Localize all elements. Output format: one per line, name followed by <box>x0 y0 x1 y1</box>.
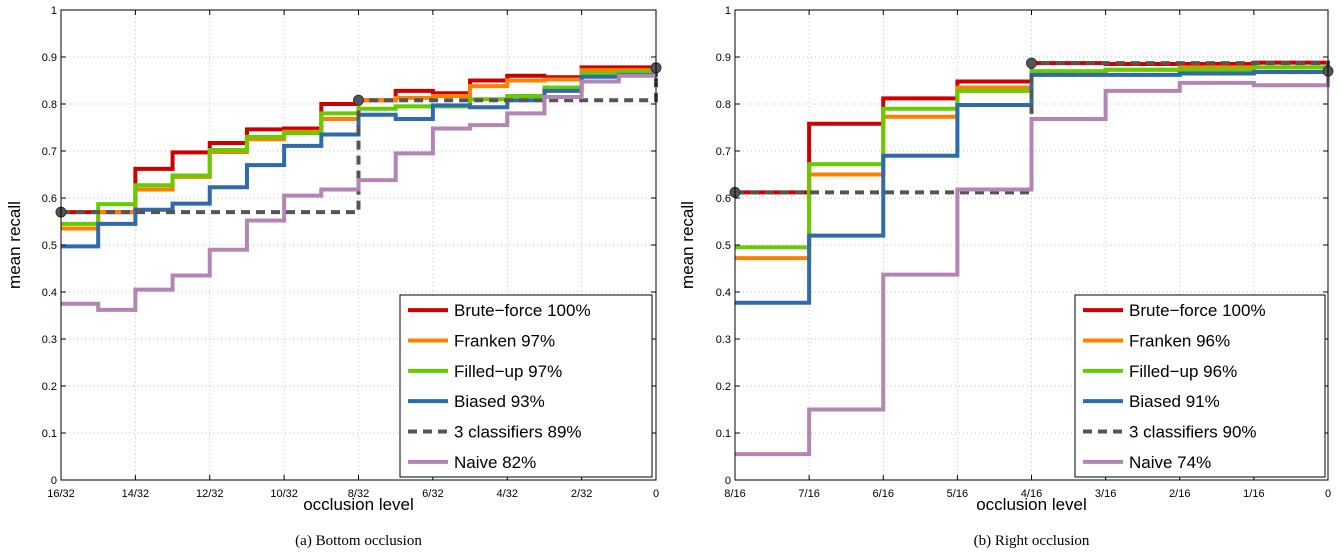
legend-box <box>1074 294 1326 478</box>
x-tick-label: 5/16 <box>947 488 968 500</box>
y-tick-label: 0 <box>51 475 57 487</box>
series-line-5 <box>61 73 656 312</box>
series-group <box>61 65 658 312</box>
legend: Brute−force 100% Franken 97% Filled−up 97%… <box>399 294 653 478</box>
x-tick-label: 0 <box>1325 488 1331 500</box>
legend-label: Brute−force 100% <box>454 301 591 320</box>
legend-label: Franken 96% <box>1129 332 1230 351</box>
x-tick-label: 10/32 <box>270 488 298 500</box>
y-tick-label: 0.7 <box>42 146 57 158</box>
figure-caption: (a) Bottom occlusion <box>295 533 422 549</box>
x-tick-label: 16/32 <box>47 488 75 500</box>
legend-label: Biased 91% <box>1129 392 1220 411</box>
legend-label: Naive 74% <box>1129 453 1211 472</box>
x-tick-label: 8/32 <box>348 488 369 500</box>
y-tick-label: 0.3 <box>716 334 731 346</box>
legend-label: Filled−up 97% <box>454 362 562 381</box>
chart-bottom-occlusion: 0 0.1 0.2 0.3 0.4 0.5 0.6 0.7 0.8 0.9 1 16/32 14/32 1… <box>5 5 662 549</box>
series-line-5 <box>735 71 1330 457</box>
y-tick-label: 0.2 <box>716 381 731 393</box>
y-axis-title: mean recall <box>678 201 697 289</box>
y-axis-title: mean recall <box>5 201 24 289</box>
legend-label: Franken 97% <box>454 332 555 351</box>
y-tick-label: 0.9 <box>716 52 731 64</box>
y-tick-label: 0.4 <box>716 287 731 299</box>
y-tick-label: 0.4 <box>42 287 57 299</box>
x-tick-label: 7/16 <box>798 488 819 500</box>
x-tick-label: 0 <box>653 488 659 500</box>
x-axis-title: occlusion level <box>976 495 1087 514</box>
x-tick-label: 2/16 <box>1169 488 1190 500</box>
x-tick-label: 2/32 <box>571 488 592 500</box>
figure-caption: (b) Right occlusion <box>974 533 1090 549</box>
x-tick-label: 6/16 <box>873 488 894 500</box>
x-tick-label: 3/16 <box>1095 488 1116 500</box>
legend-label: 3 classifiers 89% <box>454 423 582 442</box>
y-tick-label: 0.7 <box>716 146 731 158</box>
x-tick-label: 4/16 <box>1021 488 1042 500</box>
y-tick-label: 1 <box>51 5 57 17</box>
y-tick-label: 0.1 <box>716 428 731 440</box>
x-axis-title: occlusion level <box>303 495 414 514</box>
legend-label: Brute−force 100% <box>1129 301 1266 320</box>
x-tick-label: 1/16 <box>1243 488 1264 500</box>
x-tick-label: 8/16 <box>724 488 745 500</box>
y-tick-label: 1 <box>725 5 731 17</box>
legend-label: 3 classifiers 90% <box>1129 423 1257 442</box>
y-tick-label: 0.5 <box>716 240 731 252</box>
marker-point <box>1026 57 1037 69</box>
legend-label: Biased 93% <box>454 392 545 411</box>
x-tick-label: 6/32 <box>422 488 443 500</box>
y-tick-label: 0 <box>725 475 731 487</box>
series-group <box>735 60 1330 457</box>
legend-box <box>399 294 653 478</box>
legend-label: Filled−up 96% <box>1129 362 1237 381</box>
legend-label: Naive 82% <box>454 453 536 472</box>
chart-right-occlusion: 0 0.1 0.2 0.3 0.4 0.5 0.6 0.7 0.8 0.9 1 8/16 7/16 6/1… <box>678 5 1334 549</box>
legend: Brute−force 100% Franken 96% Filled−up 96%… <box>1074 294 1326 478</box>
y-tick-label: 0.6 <box>716 193 731 205</box>
x-tick-label: 12/32 <box>196 488 224 500</box>
x-tick-label: 4/32 <box>497 488 518 500</box>
y-tick-label: 0.1 <box>42 428 57 440</box>
marker-point <box>353 94 364 106</box>
y-tick-label: 0.2 <box>42 381 57 393</box>
y-tick-label: 0.8 <box>716 99 731 111</box>
x-tick-label: 14/32 <box>122 488 150 500</box>
y-tick-label: 0.8 <box>42 99 57 111</box>
y-tick-label: 0.3 <box>42 334 57 346</box>
y-tick-label: 0.5 <box>42 240 57 252</box>
y-tick-label: 0.6 <box>42 193 57 205</box>
y-tick-label: 0.9 <box>42 52 57 64</box>
